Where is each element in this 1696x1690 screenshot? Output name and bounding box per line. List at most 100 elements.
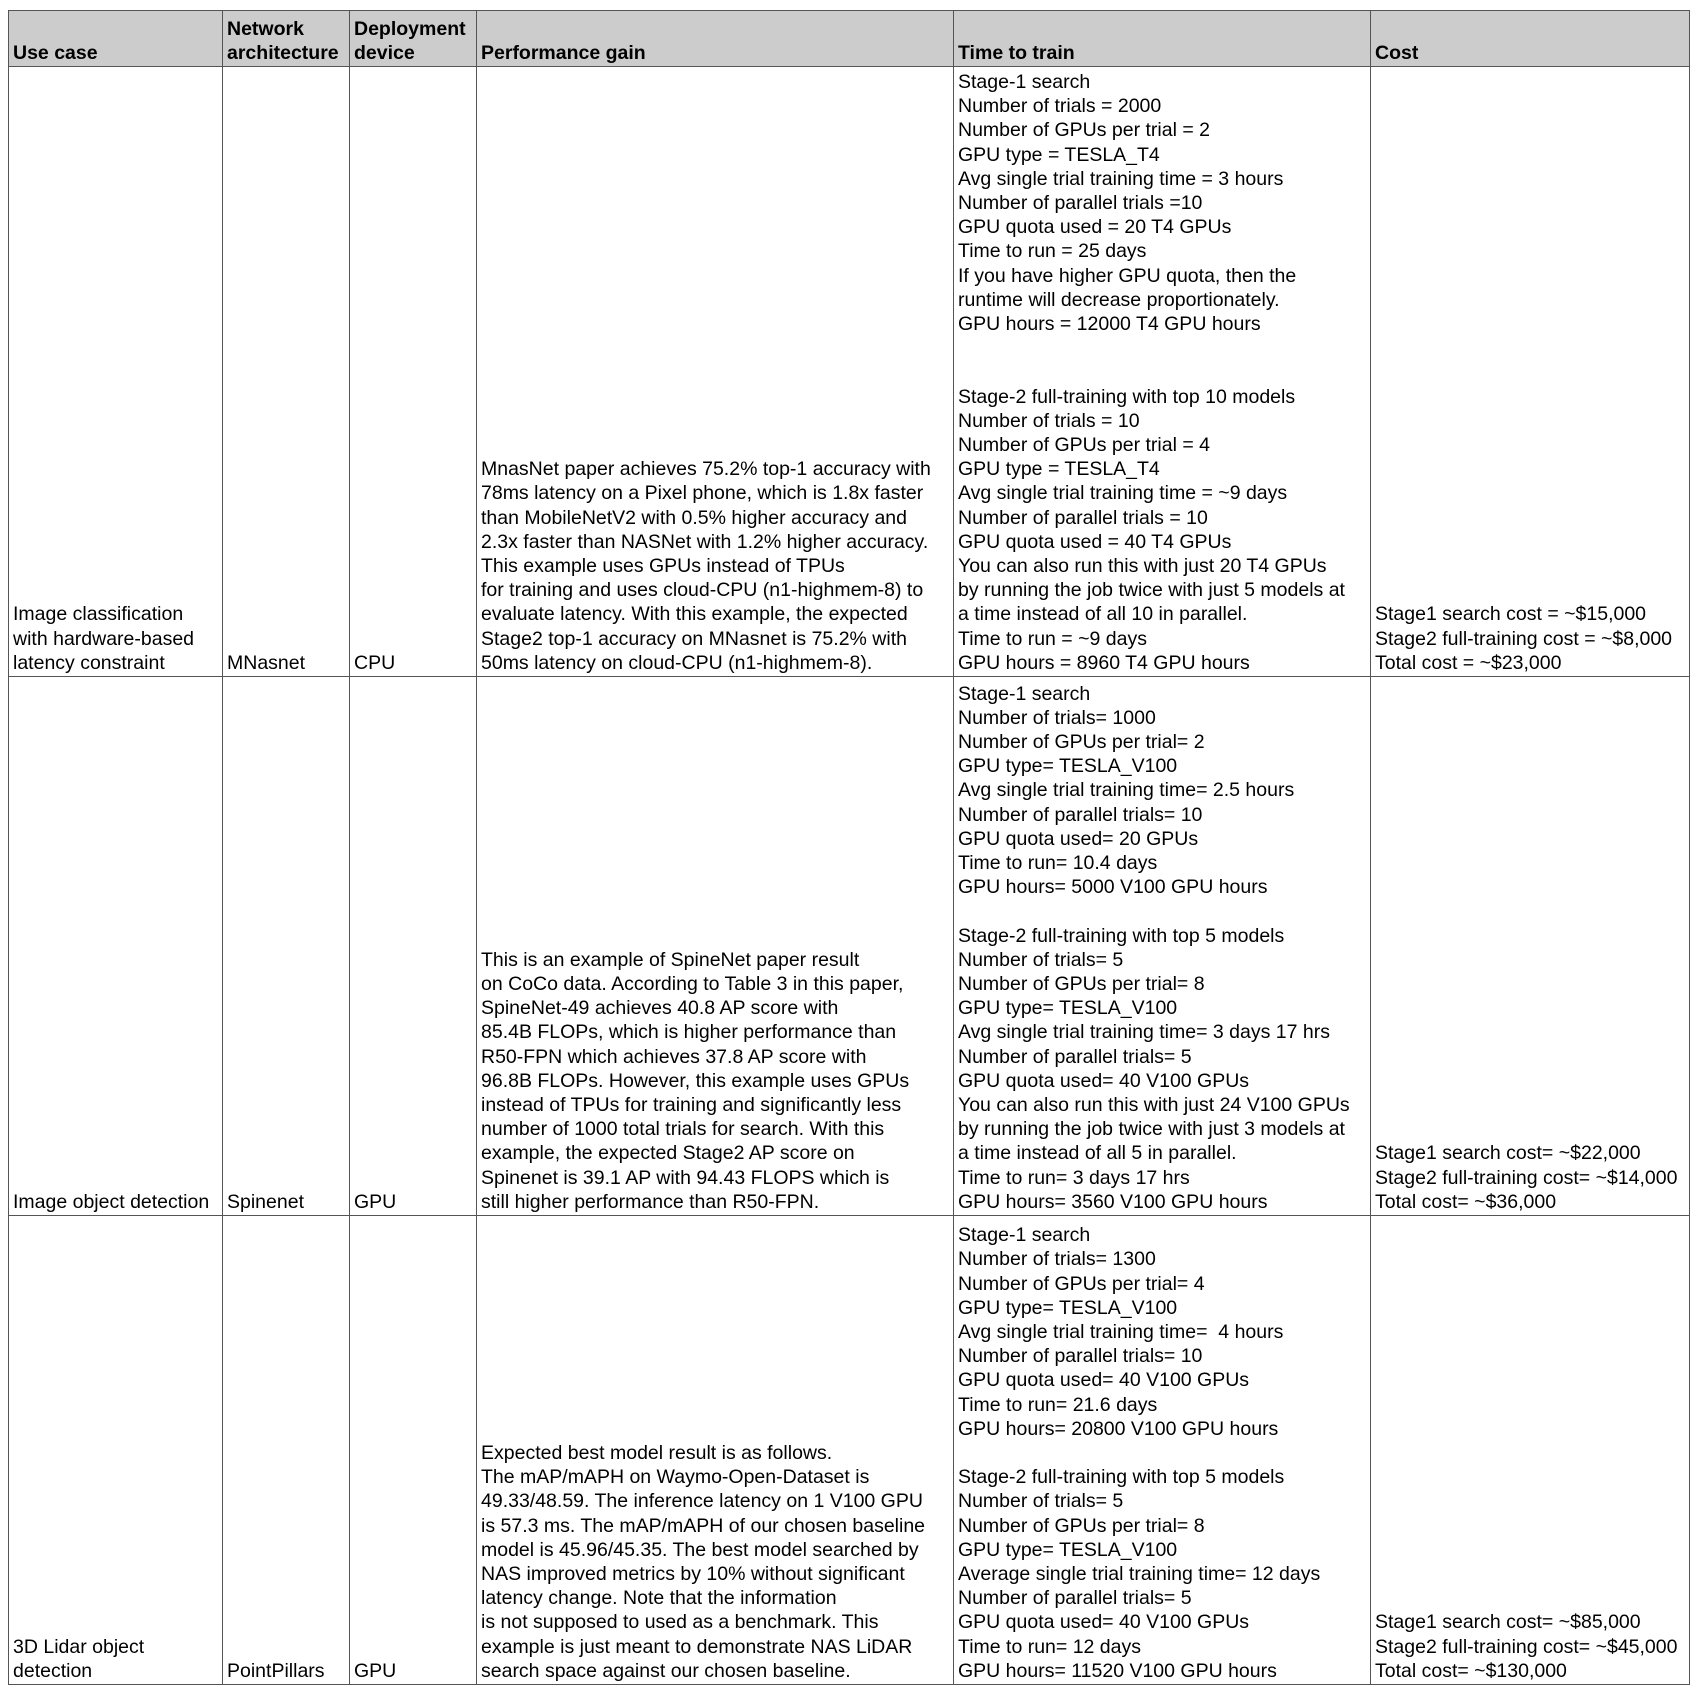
- cell-line: Avg single trial training time = ~9 days: [958, 482, 1288, 505]
- cell-line: by running the job twice with just 3 mod…: [958, 1118, 1345, 1141]
- cell-line: Stage1 search cost= ~$22,000: [1375, 1142, 1641, 1165]
- cell-line: Number of GPUs per trial= 4: [958, 1272, 1205, 1295]
- cell-line: GPU type= TESLA_V100: [958, 997, 1178, 1020]
- cell-line: You can also run this with just 24 V100 …: [958, 1093, 1350, 1116]
- cell-line: 78ms latency on a Pixel phone, which is …: [481, 482, 924, 505]
- cell-line: instead of TPUs for training and signifi…: [481, 1093, 902, 1116]
- cell-line: GPU quota used = 40 T4 GPUs: [958, 530, 1232, 553]
- time-to-train-cell: Stage-1 search Number of trials = 2000 Num…: [953, 66, 1371, 677]
- cost-cell: Stage1 search cost = ~$15,000 Stage2 full…: [1370, 66, 1690, 677]
- cell-line: CPU: [354, 651, 396, 674]
- cell-line: Number of GPUs per trial= 2: [958, 730, 1205, 753]
- cell-line: GPU hours = 12000 T4 GPU hours: [958, 312, 1261, 335]
- cell-line: example, the expected Stage2 AP score on: [481, 1142, 855, 1165]
- cell-line: Stage-2 full-training with top 10 models: [958, 385, 1296, 408]
- header-performance-gain: Performance gain: [476, 10, 954, 67]
- cell-line: a time instead of all 5 in parallel.: [958, 1142, 1237, 1165]
- use-case-cell: Image object detection: [8, 676, 223, 1216]
- cell-line: search space against our chosen baseline…: [481, 1659, 851, 1682]
- cell-line: Number of GPUs per trial = 2: [958, 119, 1210, 142]
- header-label: Cost: [1375, 41, 1419, 64]
- cell-line: 96.8B FLOPs. However, this example uses …: [481, 1069, 910, 1092]
- cell-line: GPU type= TESLA_V100: [958, 1538, 1178, 1561]
- cell-line: PointPillars: [227, 1659, 325, 1682]
- cell-line: The mAP/mAPH on Waymo-Open-Dataset is: [481, 1466, 870, 1489]
- cell-line: Stage-1 search: [958, 682, 1091, 705]
- cell-line: number of 1000 total trials for search. …: [481, 1118, 885, 1141]
- cell-line: Stage2 top-1 accuracy on MNasnet is 75.2…: [481, 627, 907, 650]
- cell-line: detection: [13, 1659, 93, 1682]
- cell-line: Time to run = 25 days: [958, 240, 1147, 263]
- cell-line: with hardware-based: [13, 627, 195, 650]
- cell-line: 3D Lidar object: [13, 1635, 145, 1658]
- cell-line: GPU quota used= 20 GPUs: [958, 827, 1199, 850]
- cell-line: GPU: [354, 1659, 397, 1682]
- cell-line: GPU hours= 5000 V100 GPU hours: [958, 876, 1268, 899]
- header-label: Network architecture: [227, 18, 339, 64]
- time-to-train-cell: Stage-1 search Number of trials= 1000 Numb…: [953, 676, 1371, 1216]
- cell-line: still higher performance than R50-FPN.: [481, 1190, 820, 1213]
- device-cell: GPU: [349, 676, 477, 1216]
- cell-line: Stage-1 search: [958, 70, 1091, 93]
- performance-gain-cell: Expected best model result is as follows…: [476, 1215, 954, 1685]
- cell-line: Number of parallel trials =10: [958, 191, 1203, 214]
- header-label: Deployment device: [354, 18, 466, 64]
- cell-line: Avg single trial training time= 2.5 hour…: [958, 779, 1295, 802]
- cell-line: Spinenet is 39.1 AP with 94.43 FLOPS whi…: [481, 1166, 890, 1189]
- cost-cell: Stage1 search cost= ~$85,000 Stage2 full-…: [1370, 1215, 1690, 1685]
- cell-line: GPU quota used = 20 T4 GPUs: [958, 216, 1232, 239]
- cell-line: Avg single trial training time = 3 hours: [958, 167, 1284, 190]
- cell-line: model is 45.96/45.35. The best model sea…: [481, 1538, 919, 1561]
- cell-line: SpineNet-49 achieves 40.8 AP score with: [481, 997, 839, 1020]
- cell-line: You can also run this with just 20 T4 GP…: [958, 554, 1327, 577]
- cell-line: GPU hours= 20800 V100 GPU hours: [958, 1417, 1279, 1440]
- cell-line: Time to run = ~9 days: [958, 627, 1147, 650]
- cell-line: Time to run= 21.6 days: [958, 1393, 1158, 1416]
- header-label: Use case: [13, 41, 98, 64]
- architecture-cell: PointPillars: [222, 1215, 350, 1685]
- table-row: Image object detection Spinenet GPU This is…: [8, 676, 1690, 1216]
- cell-line: Stage-2 full-training with top 5 models: [958, 1466, 1285, 1489]
- cell-line: NAS improved metrics by 10% without sign…: [481, 1562, 905, 1585]
- cell-line: [958, 336, 1366, 360]
- cell-line: MNasnet: [227, 651, 306, 674]
- cell-line: Number of trials= 5: [958, 1490, 1124, 1513]
- cell-line: Stage-2 full-training with top 5 models: [958, 924, 1285, 947]
- cell-line: latency change. Note that the informatio…: [481, 1587, 837, 1610]
- cell-line: GPU hours= 11520 V100 GPU hours: [958, 1659, 1277, 1682]
- cell-line: Time to run= 10.4 days: [958, 851, 1158, 874]
- cell-line: GPU quota used= 40 V100 GPUs: [958, 1069, 1250, 1092]
- cell-line: 50ms latency on cloud-CPU (n1-highmem-8)…: [481, 651, 873, 674]
- cell-line: GPU type = TESLA_T4: [958, 458, 1160, 481]
- device-cell: GPU: [349, 1215, 477, 1685]
- cell-line: 49.33/48.59. The inference latency on 1 …: [481, 1490, 923, 1513]
- cell-line: GPU quota used= 40 V100 GPUs: [958, 1611, 1250, 1634]
- cell-line: Number of trials = 2000: [958, 95, 1162, 118]
- cell-line: Number of trials= 5: [958, 948, 1124, 971]
- cell-line: GPU type = TESLA_T4: [958, 143, 1160, 166]
- cell-line: Spinenet: [227, 1190, 304, 1213]
- cell-line: Number of trials = 10: [958, 409, 1140, 432]
- header-row: Use case Network architecture Deployment…: [8, 10, 1690, 67]
- table-row: 3D Lidar object detection PointPillars GPU E…: [8, 1215, 1690, 1685]
- architecture-cell: Spinenet: [222, 676, 350, 1216]
- cell-line: GPU hours= 3560 V100 GPU hours: [958, 1190, 1268, 1213]
- cell-line: Time to run= 12 days: [958, 1635, 1141, 1658]
- cell-line: Expected best model result is as follows…: [481, 1441, 833, 1464]
- cell-line: This example uses GPUs instead of TPUs: [481, 554, 845, 577]
- cell-line: 2.3x faster than NASNet with 1.2% higher…: [481, 530, 929, 553]
- cell-line: GPU type= TESLA_V100: [958, 1296, 1178, 1319]
- cell-line: on CoCo data. According to Table 3 in th…: [481, 972, 904, 995]
- cell-line: GPU hours = 8960 T4 GPU hours: [958, 651, 1250, 674]
- performance-gain-cell: MnasNet paper achieves 75.2% top-1 accur…: [476, 66, 954, 677]
- header-label: Performance gain: [481, 41, 646, 64]
- cell-line: [958, 360, 1366, 384]
- cell-line: Number of GPUs per trial= 8: [958, 972, 1205, 995]
- header-cost: Cost: [1370, 10, 1690, 67]
- cell-line: latency constraint: [13, 651, 165, 674]
- use-case-cell: Image classification with hardware-based l…: [8, 66, 223, 677]
- cost-cell: Stage1 search cost= ~$22,000 Stage2 full-…: [1370, 676, 1690, 1216]
- cell-line: is not supposed to used as a benchmark. …: [481, 1611, 879, 1634]
- cell-line: R50-FPN which achieves 37.8 AP score wit…: [481, 1045, 867, 1068]
- cell-line: Stage-1 search: [958, 1224, 1091, 1247]
